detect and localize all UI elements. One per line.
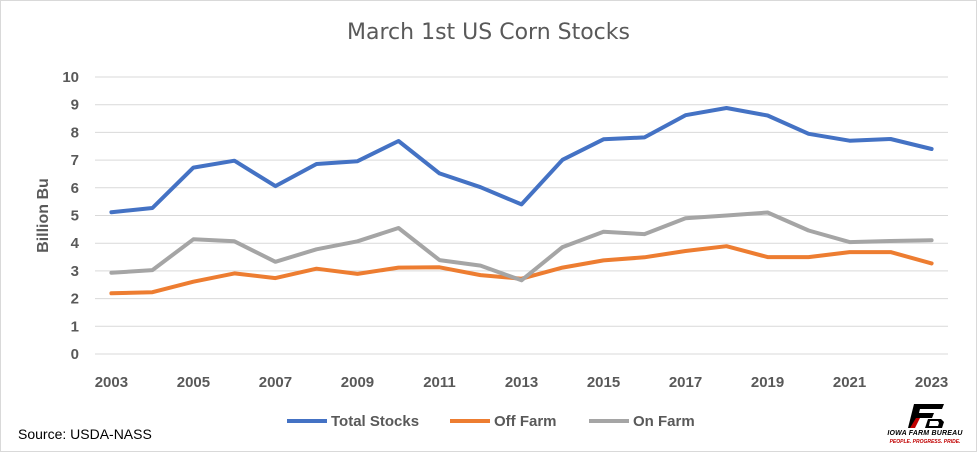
series-line-on-farm <box>109 210 934 283</box>
y-axis-label: Billion Bu <box>35 178 52 253</box>
y-tick-label: 4 <box>71 235 80 252</box>
x-tick-label: 2009 <box>341 374 374 391</box>
x-tick-label: 2013 <box>505 374 538 391</box>
x-axis-ticks: 2003 2005 2007 2009 2011 2013 2015 2017 2019 2021… <box>95 374 949 391</box>
x-tick-label: 2005 <box>177 374 210 391</box>
legend-item: Off Farm <box>450 413 557 430</box>
x-tick-label: 2019 <box>751 374 784 391</box>
y-tick-label: 0 <box>71 346 79 363</box>
series-line-total-stocks <box>109 106 934 215</box>
x-tick-label: 2015 <box>587 374 620 391</box>
x-tick-label: 2023 <box>915 374 948 391</box>
x-tick-label: 2021 <box>833 374 866 391</box>
y-tick-label: 7 <box>71 152 79 169</box>
legend-label: On Farm <box>633 413 695 430</box>
iowa-farm-bureau-logo: IOWA FARM BUREAU PEOPLE. PROGRESS. PRIDE… <box>880 404 970 450</box>
y-tick-label: 9 <box>71 97 79 114</box>
y-tick-label: 2 <box>71 291 79 308</box>
legend-label: Total Stocks <box>331 413 419 430</box>
source-note: Source: USDA-NASS <box>18 426 152 442</box>
chart-title: March 1st US Corn Stocks <box>347 20 630 45</box>
y-tick-label: 5 <box>71 208 79 225</box>
y-tick-label: 10 <box>62 69 79 86</box>
legend-item: On Farm <box>589 413 695 430</box>
y-tick-label: 1 <box>71 318 79 335</box>
legend-label: Off Farm <box>494 413 557 430</box>
series-lines <box>109 106 934 296</box>
legend: Total Stocks Off Farm On Farm <box>287 413 695 430</box>
y-tick-label: 6 <box>71 180 79 197</box>
x-tick-label: 2007 <box>259 374 292 391</box>
legend-item: Total Stocks <box>287 413 419 430</box>
x-tick-label: 2011 <box>423 374 456 391</box>
series-line-off-farm <box>109 244 934 296</box>
y-axis-ticks: 0 1 2 3 4 5 6 7 8 9 10 <box>62 69 79 363</box>
logo-org-name: IOWA FARM BUREAU <box>887 430 963 437</box>
fb-logo-icon <box>908 404 944 428</box>
x-tick-label: 2017 <box>669 374 702 391</box>
x-tick-label: 2003 <box>95 374 128 391</box>
y-tick-label: 3 <box>71 263 79 280</box>
y-tick-label: 8 <box>71 124 79 141</box>
gridlines <box>95 76 948 355</box>
logo-tagline: PEOPLE. PROGRESS. PRIDE. <box>889 439 961 445</box>
